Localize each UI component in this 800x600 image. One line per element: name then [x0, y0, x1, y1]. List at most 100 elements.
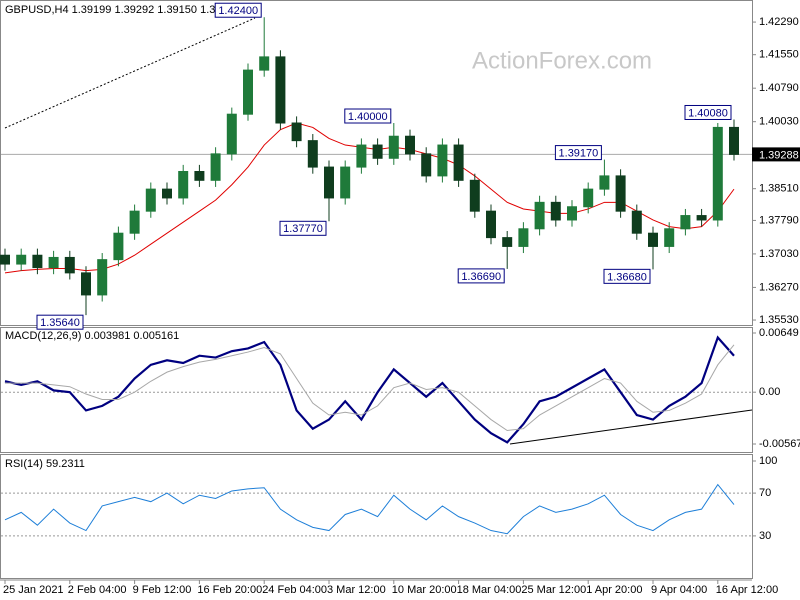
x-tick-label: 16 Apr 12:00: [716, 584, 778, 596]
candle-body: [664, 228, 675, 247]
candle-body: [291, 122, 302, 142]
candle-body: [437, 144, 448, 177]
x-tick-label: 3 Mar 12:00: [327, 584, 386, 596]
candle-body: [388, 135, 399, 159]
candle-body: [16, 254, 27, 265]
candle-body: [648, 232, 658, 247]
panel-title: GBPUSD,H4 1.39199 1.39292 1.39150 1.3928…: [5, 4, 240, 16]
y-tick-label: 1.37030: [759, 248, 799, 260]
x-tick-label: 25 Jan 2021: [3, 584, 64, 596]
candle-body: [162, 188, 172, 199]
candle-body: [599, 175, 610, 190]
indicator-line: [4, 483, 735, 535]
candle-body: [178, 170, 189, 199]
candle-body: [534, 201, 545, 230]
candle-body: [486, 210, 496, 239]
annotation-box: [554, 145, 602, 161]
x-tick-label: 1 Apr 20:00: [586, 584, 642, 596]
candle-body: [712, 126, 723, 221]
y-tick-label: 0.00: [759, 386, 780, 398]
y-tick-label: 1.37790: [759, 214, 799, 226]
candle-body: [729, 126, 739, 155]
y-tick-label: 1.42290: [759, 16, 799, 28]
annotation-box: [279, 220, 327, 236]
annotation-box: [214, 2, 262, 18]
candle-body: [145, 188, 156, 212]
main-panel: [0, 0, 753, 326]
y-tick-label: 1.40030: [759, 116, 799, 128]
candle-body: [48, 256, 59, 269]
trend-line: [4, 17, 256, 129]
annotation-label: 1.40080: [688, 107, 728, 119]
annotation-label: 1.37770: [283, 223, 323, 235]
candle-body: [324, 166, 334, 199]
candle-body: [518, 228, 529, 247]
panel-title: RSI(14) 59.2311: [5, 458, 85, 470]
candle-body: [259, 56, 270, 71]
x-tick-label: 24 Feb 04:00: [262, 584, 327, 596]
candle-body: [469, 179, 480, 212]
candle-body: [340, 166, 351, 199]
candle-body: [372, 144, 383, 159]
annotation-box: [344, 108, 392, 124]
candle-body: [615, 175, 626, 212]
candle-body: [356, 144, 367, 168]
x-tick-label: 18 Mar 04:00: [457, 584, 522, 596]
annotation-label: 1.39170: [559, 147, 599, 159]
candle-body: [210, 153, 221, 181]
macd-panel: [0, 327, 753, 453]
y-tick-label: 30: [759, 530, 771, 542]
annotation-label: 1.36690: [461, 271, 501, 283]
candle-body: [583, 188, 594, 208]
candle-body: [64, 256, 75, 274]
candle-body: [421, 153, 432, 177]
candle-body: [97, 259, 108, 296]
macd-trend-line: [509, 409, 753, 445]
annotation-label: 1.35640: [40, 317, 80, 329]
candle-body: [275, 56, 286, 124]
x-tick-label: 25 Mar 12:00: [521, 584, 586, 596]
annotation-box: [603, 268, 651, 284]
candle-body: [550, 201, 561, 221]
candle-body: [680, 215, 691, 230]
annotation-label: 1.40000: [348, 111, 388, 123]
x-tick-label: 10 Mar 20:00: [392, 584, 457, 596]
y-tick-label: 100: [759, 455, 777, 467]
annotation-box: [684, 104, 732, 120]
candle-body: [194, 170, 205, 181]
y-tick-label: 0.00649: [759, 327, 799, 339]
last-price-box: [752, 147, 800, 162]
candle-body: [502, 237, 513, 247]
candle-body: [226, 113, 237, 155]
candle-body: [0, 254, 10, 265]
y-tick-label: 1.36270: [759, 281, 799, 293]
candle-body: [81, 272, 91, 296]
candle-body: [567, 206, 577, 221]
annotation-box: [36, 314, 84, 330]
y-tick-label: 1.35530: [759, 314, 799, 326]
candle-body: [113, 232, 124, 261]
candle-body: [631, 210, 642, 234]
candle-body: [696, 215, 707, 221]
candle-body: [405, 135, 415, 155]
annotation-label: 1.36680: [607, 271, 647, 283]
candle-body: [453, 144, 464, 181]
y-tick-label: -0.005679: [759, 438, 800, 450]
x-tick-label: 16 Feb 20:00: [197, 584, 262, 596]
x-tick-label: 9 Apr 04:00: [651, 584, 707, 596]
last-price-label: 1.39288: [759, 149, 799, 161]
candle-body: [243, 69, 253, 115]
indicator-line: [5, 344, 735, 432]
candle-body: [307, 140, 318, 168]
rsi-panel: [0, 454, 753, 579]
indicator-line: [4, 122, 735, 274]
y-tick-label: 1.40790: [759, 82, 799, 94]
annotation-label: 1.42400: [218, 5, 258, 17]
x-tick-label: 9 Feb 12:00: [133, 584, 192, 596]
annotation-box: [457, 268, 505, 284]
x-tick-label: 2 Feb 04:00: [68, 584, 127, 596]
y-tick-label: 1.41550: [759, 49, 799, 61]
watermark: ActionForex.com: [472, 47, 652, 74]
